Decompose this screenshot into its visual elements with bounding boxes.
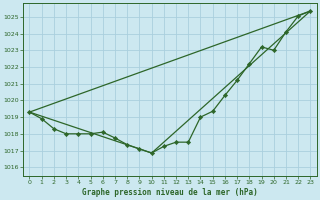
X-axis label: Graphe pression niveau de la mer (hPa): Graphe pression niveau de la mer (hPa) <box>82 188 258 197</box>
